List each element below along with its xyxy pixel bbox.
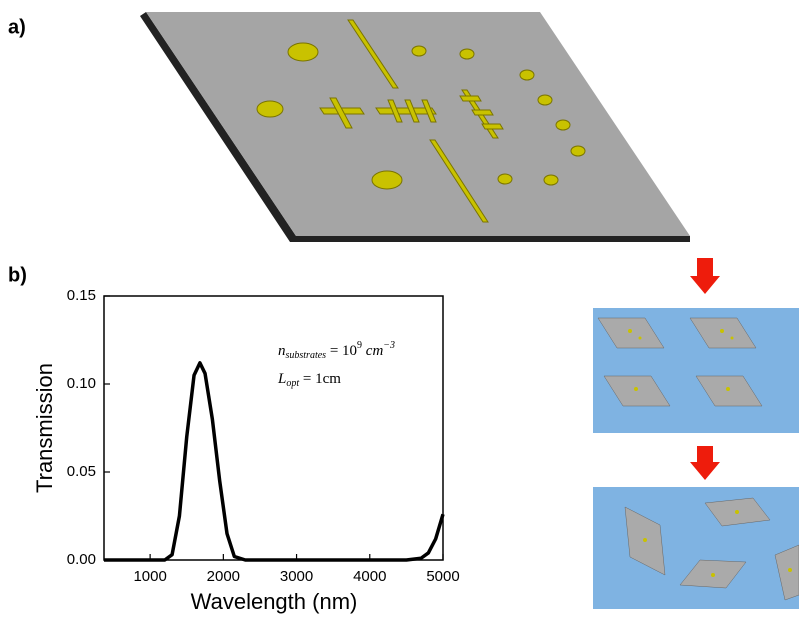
panel-label: b) bbox=[8, 264, 27, 286]
x-tick-label: 1000 bbox=[133, 568, 166, 585]
chart: Wavelength (nm) Transmission nsubstrates… bbox=[32, 287, 460, 614]
y-tick-label: 0.00 bbox=[67, 551, 96, 568]
x-axis-title: Wavelength (nm) bbox=[191, 589, 358, 614]
y-axis-title: Transmission bbox=[32, 363, 57, 493]
process-schematic bbox=[593, 258, 799, 609]
y-tick-label: 0.05 bbox=[67, 463, 96, 480]
x-tick-label: 4000 bbox=[353, 568, 386, 585]
plot-frame bbox=[104, 296, 443, 560]
metasurface-illustration bbox=[140, 12, 690, 242]
y-tick-label: 0.15 bbox=[67, 287, 96, 304]
annotation: nsubstrates = 109 cm−3 bbox=[278, 340, 395, 361]
figure: a) b) bbox=[0, 0, 799, 617]
page: a) b) bbox=[0, 0, 799, 617]
x-tick-label: 3000 bbox=[280, 568, 313, 585]
panel-label: a) bbox=[8, 16, 26, 38]
x-tick-label: 5000 bbox=[426, 568, 459, 585]
line bbox=[104, 363, 443, 560]
annotation: Lopt = 1cm bbox=[277, 371, 341, 389]
x-tick-label: 2000 bbox=[207, 568, 240, 585]
y-tick-label: 0.10 bbox=[67, 375, 96, 392]
